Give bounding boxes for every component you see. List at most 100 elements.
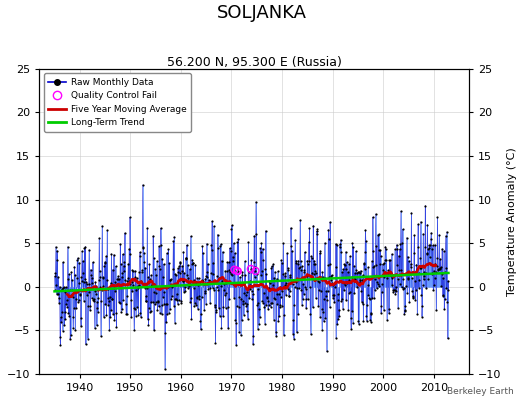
Point — [254, 326, 262, 332]
Point — [172, 291, 181, 297]
Point — [312, 295, 320, 302]
Point — [149, 254, 158, 261]
Point — [377, 302, 386, 309]
Point — [380, 260, 389, 266]
Point — [93, 305, 101, 311]
Point — [100, 314, 108, 320]
Point — [439, 292, 447, 298]
Point — [112, 324, 121, 330]
Point — [143, 285, 151, 291]
Point — [147, 299, 156, 305]
Point — [442, 265, 450, 271]
Point — [266, 285, 275, 292]
Point — [127, 314, 135, 320]
Point — [253, 302, 261, 308]
Point — [157, 225, 165, 231]
Point — [168, 284, 176, 290]
Point — [252, 231, 260, 237]
Point — [174, 296, 183, 303]
Point — [376, 253, 385, 259]
Point — [73, 275, 81, 281]
Point — [58, 309, 67, 316]
Point — [146, 308, 155, 314]
Point — [427, 236, 435, 242]
Point — [92, 322, 101, 328]
Point — [436, 256, 445, 262]
Point — [225, 267, 233, 273]
Point — [430, 275, 439, 282]
Point — [144, 322, 152, 328]
Point — [89, 296, 97, 303]
Point — [177, 300, 185, 306]
Point — [249, 341, 257, 347]
Point — [351, 276, 359, 282]
Point — [330, 299, 339, 305]
Point — [411, 296, 419, 303]
Point — [286, 273, 294, 280]
Point — [198, 277, 206, 283]
Point — [348, 308, 356, 314]
Point — [307, 331, 315, 338]
Point — [358, 277, 366, 283]
Point — [204, 277, 213, 283]
Point — [325, 304, 334, 311]
Point — [57, 314, 65, 320]
Point — [70, 304, 78, 311]
Point — [238, 269, 247, 275]
Point — [66, 336, 74, 342]
Point — [417, 218, 425, 225]
Point — [90, 298, 99, 304]
Point — [327, 276, 335, 283]
Point — [176, 258, 184, 265]
Point — [181, 288, 189, 294]
Point — [311, 268, 320, 274]
Point — [423, 221, 432, 228]
Point — [118, 251, 127, 258]
Point — [243, 288, 251, 295]
Point — [150, 327, 158, 334]
Point — [424, 276, 432, 282]
Point — [117, 308, 125, 315]
Point — [71, 327, 79, 333]
Point — [221, 304, 230, 311]
Point — [318, 326, 326, 333]
Point — [398, 284, 406, 290]
Point — [213, 231, 222, 238]
Point — [85, 288, 94, 295]
Point — [316, 274, 325, 280]
Point — [129, 304, 138, 311]
Point — [101, 258, 110, 265]
Point — [67, 332, 75, 338]
Point — [116, 241, 124, 247]
Point — [435, 265, 444, 272]
Point — [394, 276, 402, 282]
Point — [71, 288, 80, 294]
Point — [60, 322, 69, 328]
Point — [369, 264, 378, 270]
Point — [94, 295, 103, 301]
Y-axis label: Temperature Anomaly (°C): Temperature Anomaly (°C) — [507, 147, 517, 296]
Point — [443, 228, 451, 235]
Point — [326, 261, 335, 268]
Point — [54, 295, 63, 301]
Point — [324, 262, 332, 269]
Point — [174, 265, 182, 272]
Point — [345, 290, 354, 296]
Point — [284, 286, 292, 292]
Point — [98, 223, 106, 229]
Point — [56, 284, 64, 290]
Point — [80, 298, 88, 304]
Point — [247, 266, 255, 272]
Point — [123, 311, 131, 318]
Point — [326, 273, 335, 279]
Point — [121, 259, 129, 266]
Point — [140, 258, 148, 265]
Point — [226, 248, 235, 254]
Point — [293, 285, 301, 291]
Point — [52, 291, 61, 297]
Point — [109, 311, 117, 318]
Point — [423, 251, 431, 257]
Point — [204, 261, 212, 267]
Point — [344, 260, 353, 267]
Point — [63, 244, 72, 250]
